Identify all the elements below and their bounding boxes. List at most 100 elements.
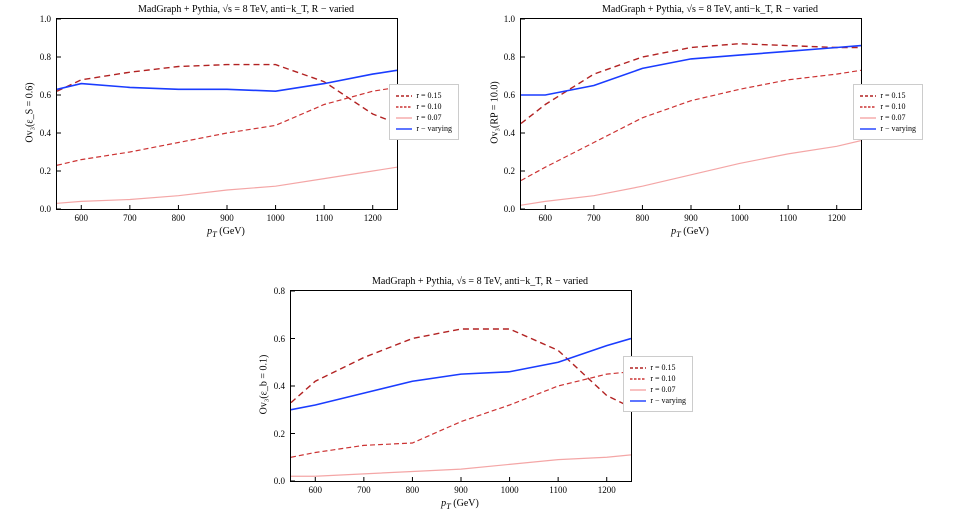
legend-swatch <box>630 387 646 393</box>
chart-panel-top-right: MadGraph + Pythia, √s = 8 TeV, anti−k_T,… <box>520 8 862 200</box>
series-line <box>291 329 631 407</box>
x-tick-label: 700 <box>587 213 601 223</box>
legend-item: r = 0.10 <box>860 102 916 111</box>
legend-label: r − varying <box>650 396 686 405</box>
legend-label: r = 0.15 <box>880 91 905 100</box>
legend-swatch <box>860 115 876 121</box>
legend-item: r = 0.10 <box>630 374 686 383</box>
y-tick-label: 0.2 <box>257 429 285 439</box>
legend-swatch <box>396 93 412 99</box>
legend-swatch <box>860 93 876 99</box>
legend-swatch <box>860 126 876 132</box>
x-tick-label: 600 <box>75 213 89 223</box>
legend: r = 0.15 r = 0.10 r = 0.07 r − varying <box>623 356 693 412</box>
legend-item: r = 0.15 <box>630 363 686 372</box>
series-line <box>57 87 397 165</box>
legend-label: r = 0.15 <box>416 91 441 100</box>
series-line <box>291 372 631 458</box>
x-tick-label: 800 <box>636 213 650 223</box>
y-tick-label: 0.0 <box>487 204 515 214</box>
plot-area: 6007008009001000110012000.00.20.40.60.8r… <box>290 290 632 482</box>
series-line <box>521 44 861 124</box>
series-line <box>57 65 397 124</box>
x-tick-label: 600 <box>539 213 553 223</box>
legend-item: r − varying <box>860 124 916 133</box>
chart-lines <box>291 291 631 481</box>
legend-swatch <box>630 398 646 404</box>
legend-swatch <box>396 126 412 132</box>
y-tick-label: 0.2 <box>487 166 515 176</box>
x-tick-label: 700 <box>357 485 371 495</box>
legend: r = 0.15 r = 0.10 r = 0.07 r − varying <box>389 84 459 140</box>
y-axis-label: Ov₃(RP = 10.0) <box>490 81 501 143</box>
legend-item: r = 0.07 <box>630 385 686 394</box>
legend-swatch <box>396 115 412 121</box>
x-tick-label: 1100 <box>779 213 797 223</box>
legend-item: r = 0.15 <box>396 91 452 100</box>
plot-area: 6007008009001000110012000.00.20.40.60.81… <box>56 18 398 210</box>
x-axis-label: pT (GeV) <box>290 498 630 511</box>
x-tick-label: 800 <box>172 213 186 223</box>
y-tick-label: 0.0 <box>23 204 51 214</box>
x-tick-label: 800 <box>406 485 420 495</box>
legend-label: r = 0.10 <box>416 102 441 111</box>
legend-label: r − varying <box>416 124 452 133</box>
legend-label: r = 0.07 <box>416 113 441 122</box>
y-axis-label: Ov₃(ε_b = 0.1) <box>258 355 269 415</box>
y-tick-label: 0.8 <box>487 52 515 62</box>
legend-swatch <box>860 104 876 110</box>
series-line <box>521 141 861 206</box>
y-tick-label: 0.2 <box>23 166 51 176</box>
y-tick-label: 1.0 <box>487 14 515 24</box>
legend-item: r = 0.10 <box>396 102 452 111</box>
chart-panel-bottom: MadGraph + Pythia, √s = 8 TeV, anti−k_T,… <box>290 280 632 472</box>
legend-swatch <box>396 104 412 110</box>
series-line <box>521 70 861 180</box>
legend-label: r = 0.07 <box>880 113 905 122</box>
chart-lines <box>57 19 397 209</box>
x-tick-label: 900 <box>684 213 698 223</box>
y-tick-label: 0.8 <box>23 52 51 62</box>
x-tick-label: 600 <box>309 485 323 495</box>
x-axis-label: pT (GeV) <box>520 226 860 239</box>
x-tick-label: 1100 <box>315 213 333 223</box>
x-tick-label: 900 <box>454 485 468 495</box>
legend-item: r − varying <box>396 124 452 133</box>
chart-title: MadGraph + Pythia, √s = 8 TeV, anti−k_T,… <box>310 276 650 287</box>
chart-lines <box>521 19 861 209</box>
legend-item: r = 0.15 <box>860 91 916 100</box>
legend-label: r − varying <box>880 124 916 133</box>
x-tick-label: 1200 <box>364 213 382 223</box>
legend-item: r = 0.07 <box>860 113 916 122</box>
x-tick-label: 900 <box>220 213 234 223</box>
series-line <box>57 167 397 203</box>
x-tick-label: 1200 <box>598 485 616 495</box>
legend-label: r = 0.07 <box>650 385 675 394</box>
x-tick-label: 1000 <box>501 485 519 495</box>
legend-label: r = 0.10 <box>650 374 675 383</box>
series-line <box>291 339 631 410</box>
y-axis-label: Ov₃(ε_S = 0.6) <box>25 82 36 142</box>
series-line <box>57 70 397 91</box>
x-tick-label: 1000 <box>267 213 285 223</box>
x-tick-label: 1100 <box>549 485 567 495</box>
legend-swatch <box>630 365 646 371</box>
legend-item: r − varying <box>630 396 686 405</box>
chart-panel-top-left: MadGraph + Pythia, √s = 8 TeV, anti−k_T,… <box>56 8 398 200</box>
x-tick-label: 1200 <box>828 213 846 223</box>
x-tick-label: 1000 <box>731 213 749 223</box>
chart-title: MadGraph + Pythia, √s = 8 TeV, anti−k_T,… <box>540 4 880 15</box>
y-tick-label: 1.0 <box>23 14 51 24</box>
chart-title: MadGraph + Pythia, √s = 8 TeV, anti−k_T,… <box>76 4 416 15</box>
legend: r = 0.15 r = 0.10 r = 0.07 r − varying <box>853 84 923 140</box>
legend-item: r = 0.07 <box>396 113 452 122</box>
y-tick-label: 0.6 <box>257 334 285 344</box>
y-tick-label: 0.0 <box>257 476 285 486</box>
legend-label: r = 0.15 <box>650 363 675 372</box>
y-tick-label: 0.8 <box>257 286 285 296</box>
x-tick-label: 700 <box>123 213 137 223</box>
legend-label: r = 0.10 <box>880 102 905 111</box>
plot-area: 6007008009001000110012000.00.20.40.60.81… <box>520 18 862 210</box>
x-axis-label: pT (GeV) <box>56 226 396 239</box>
legend-swatch <box>630 376 646 382</box>
